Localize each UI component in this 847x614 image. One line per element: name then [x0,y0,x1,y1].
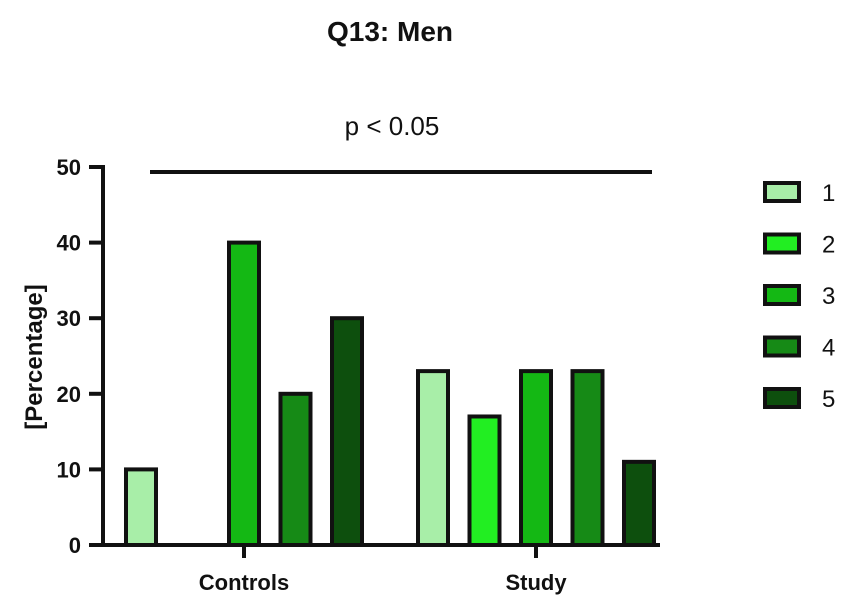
x-category-label: Controls [199,570,289,595]
bar-series-2-study [467,414,502,548]
legend-label-1: 1 [822,180,835,207]
significance-annotation: p < 0.05 [345,111,440,141]
bar-series-4-study [570,369,605,547]
legend-label-3: 3 [822,283,835,310]
x-category-label: Study [505,570,567,595]
legend-swatch-3 [763,284,801,306]
y-axis-label: [Percentage] [21,284,48,429]
bar-series-3-controls [227,240,261,547]
legend-swatch-1 [763,181,801,203]
legend-label-4: 4 [822,335,835,362]
legend-swatch-2 [763,232,801,255]
y-tick-label: 20 [57,382,81,407]
bar-series-4-controls [278,391,313,547]
y-tick-label: 0 [69,533,81,558]
bar-series-1-controls [124,467,158,547]
bar-series-5-controls [330,316,364,548]
bar-series-3-study [519,369,553,547]
chart-title: Q13: Men [327,16,453,47]
plot-area: 0 10 20 30 40 50 Controls Study [57,155,660,595]
legend-swatch-5 [763,387,801,409]
bar-series-5-study [622,459,656,547]
y-tick-label: 50 [57,155,81,180]
y-tick-label: 10 [57,457,81,482]
legend: 1 2 3 4 5 [763,180,835,413]
y-tick-label: 40 [57,231,81,256]
bar-series-1-study [416,369,450,547]
legend-label-5: 5 [822,386,835,413]
y-tick-label: 30 [57,306,81,331]
legend-label-2: 2 [822,232,835,259]
legend-swatch-4 [763,335,801,358]
